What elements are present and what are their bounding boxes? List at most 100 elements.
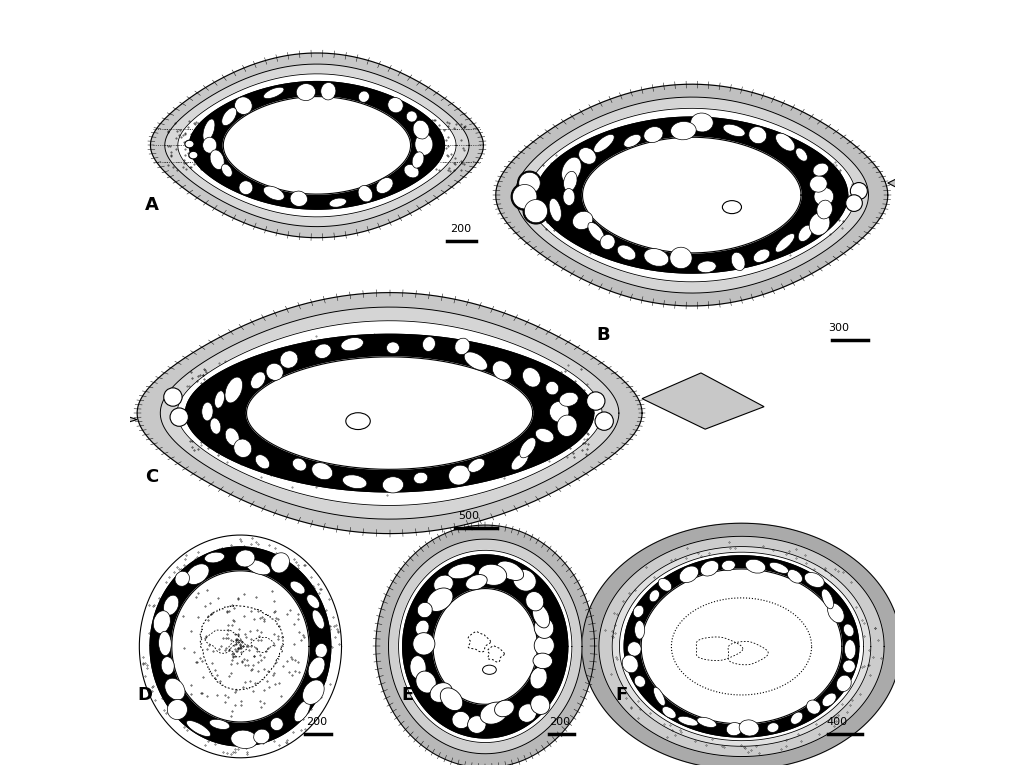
Ellipse shape xyxy=(203,137,217,153)
Ellipse shape xyxy=(233,439,252,457)
Ellipse shape xyxy=(358,186,373,202)
Ellipse shape xyxy=(415,133,433,155)
Ellipse shape xyxy=(270,553,290,573)
Ellipse shape xyxy=(165,679,185,700)
Ellipse shape xyxy=(821,589,834,609)
Ellipse shape xyxy=(653,687,666,706)
Polygon shape xyxy=(641,569,842,724)
Ellipse shape xyxy=(796,148,808,161)
Ellipse shape xyxy=(341,337,364,351)
Ellipse shape xyxy=(633,605,644,617)
Polygon shape xyxy=(496,84,888,306)
Ellipse shape xyxy=(534,653,553,669)
Polygon shape xyxy=(178,74,456,216)
Text: 200: 200 xyxy=(550,718,570,728)
Ellipse shape xyxy=(523,198,549,224)
Polygon shape xyxy=(165,64,469,226)
Ellipse shape xyxy=(517,171,542,195)
Ellipse shape xyxy=(663,707,676,718)
Ellipse shape xyxy=(209,719,229,730)
Ellipse shape xyxy=(536,428,554,442)
Ellipse shape xyxy=(617,245,636,260)
Polygon shape xyxy=(139,535,342,758)
Ellipse shape xyxy=(497,561,523,581)
Polygon shape xyxy=(151,53,483,238)
Ellipse shape xyxy=(413,633,435,655)
Ellipse shape xyxy=(624,135,641,148)
Ellipse shape xyxy=(546,382,559,395)
Ellipse shape xyxy=(154,610,170,633)
Ellipse shape xyxy=(493,361,512,380)
Ellipse shape xyxy=(186,564,209,584)
Ellipse shape xyxy=(221,164,232,177)
Ellipse shape xyxy=(234,97,252,115)
Ellipse shape xyxy=(557,415,577,436)
Ellipse shape xyxy=(468,458,484,472)
Ellipse shape xyxy=(423,337,435,351)
Ellipse shape xyxy=(700,561,719,576)
Polygon shape xyxy=(42,401,137,438)
Text: 200: 200 xyxy=(450,224,471,234)
Ellipse shape xyxy=(210,150,224,170)
Ellipse shape xyxy=(321,83,336,100)
Ellipse shape xyxy=(731,252,745,271)
Ellipse shape xyxy=(159,631,171,656)
Polygon shape xyxy=(642,373,764,429)
Ellipse shape xyxy=(519,172,541,194)
Ellipse shape xyxy=(376,177,393,194)
Ellipse shape xyxy=(690,113,714,132)
Ellipse shape xyxy=(511,183,539,210)
Polygon shape xyxy=(189,82,444,209)
Ellipse shape xyxy=(817,200,833,219)
Ellipse shape xyxy=(413,120,429,139)
Ellipse shape xyxy=(739,720,759,736)
Polygon shape xyxy=(583,137,801,253)
Ellipse shape xyxy=(769,562,788,574)
Ellipse shape xyxy=(579,148,596,164)
Ellipse shape xyxy=(530,667,547,689)
Ellipse shape xyxy=(215,391,224,409)
Ellipse shape xyxy=(315,643,328,658)
Ellipse shape xyxy=(186,721,211,737)
Ellipse shape xyxy=(635,620,645,639)
Ellipse shape xyxy=(587,392,605,410)
Ellipse shape xyxy=(416,620,429,636)
Ellipse shape xyxy=(775,233,795,252)
Ellipse shape xyxy=(410,656,426,679)
Ellipse shape xyxy=(412,151,424,168)
Ellipse shape xyxy=(522,368,541,387)
Polygon shape xyxy=(177,321,602,506)
Ellipse shape xyxy=(314,344,331,359)
Ellipse shape xyxy=(775,133,795,151)
Ellipse shape xyxy=(434,575,454,593)
Polygon shape xyxy=(172,571,309,722)
Ellipse shape xyxy=(254,729,269,744)
Ellipse shape xyxy=(530,695,550,715)
Ellipse shape xyxy=(185,140,195,148)
Ellipse shape xyxy=(525,591,544,611)
Ellipse shape xyxy=(455,338,470,355)
Ellipse shape xyxy=(346,413,371,430)
Ellipse shape xyxy=(312,610,325,629)
Ellipse shape xyxy=(810,176,827,192)
Ellipse shape xyxy=(302,680,325,705)
Text: 300: 300 xyxy=(828,324,849,334)
Polygon shape xyxy=(161,307,618,519)
Ellipse shape xyxy=(296,83,315,100)
Ellipse shape xyxy=(430,682,453,702)
Ellipse shape xyxy=(550,402,569,422)
Polygon shape xyxy=(888,161,981,207)
Polygon shape xyxy=(625,556,859,737)
Ellipse shape xyxy=(290,191,307,207)
Ellipse shape xyxy=(464,352,487,370)
Ellipse shape xyxy=(417,602,432,618)
Ellipse shape xyxy=(559,392,579,406)
Ellipse shape xyxy=(203,119,215,142)
Ellipse shape xyxy=(561,157,582,183)
Ellipse shape xyxy=(225,377,243,403)
Ellipse shape xyxy=(791,712,803,724)
Ellipse shape xyxy=(813,163,828,176)
Ellipse shape xyxy=(519,438,536,457)
Ellipse shape xyxy=(827,603,844,623)
Ellipse shape xyxy=(754,249,770,262)
